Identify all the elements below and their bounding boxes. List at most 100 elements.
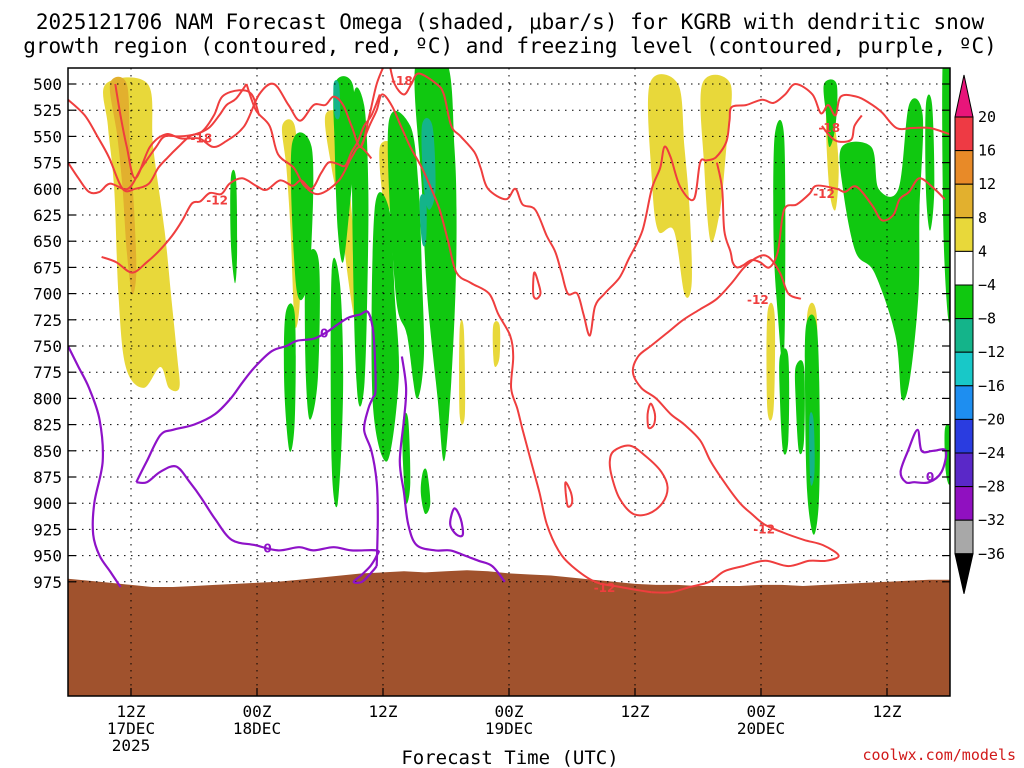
colorbar-bin: [954, 351, 974, 387]
y-tick-label-750: 750: [33, 337, 62, 356]
contour-label-4: -18: [818, 121, 840, 135]
colorbar-bin: [954, 150, 974, 185]
omega-region-17: [371, 192, 400, 462]
omega-region-10: [766, 302, 776, 421]
dgz-contour-11: [646, 402, 657, 430]
x-tick-label: 12Z: [621, 702, 650, 721]
omega-region-30: [794, 360, 805, 455]
colorbar-bin: [954, 284, 974, 320]
omega-region-35: [421, 118, 436, 210]
omega-region-25: [839, 98, 924, 401]
omega-region-18: [351, 87, 369, 407]
plot-area: -18 -18 -12 -12 -18 -12 -12 -12 0 0 0: [67, 67, 951, 697]
omega-region-28: [777, 144, 784, 168]
omega-region-36: [419, 194, 427, 247]
colorbar-label: 4: [978, 242, 987, 260]
y-tick-label-525: 525: [33, 101, 62, 120]
contour-label-10: 0: [926, 470, 934, 484]
y-tick-label-650: 650: [33, 232, 62, 251]
x-tick-label: 12Z: [873, 702, 902, 721]
colorbar-label: −4: [978, 276, 996, 294]
grid: [68, 68, 950, 696]
omega-region-26: [823, 79, 838, 148]
colorbar-label: −8: [978, 310, 996, 328]
contour-label-7: -12: [594, 581, 616, 595]
omega-region-31: [779, 348, 790, 455]
y-tick-label-700: 700: [33, 285, 62, 304]
dgz-contour-7: [359, 93, 652, 594]
contour-labels: -18 -18 -12 -12 -18 -12 -12 -12 0 0 0: [191, 74, 935, 595]
chart-title-line1: 2025121706 NAM Forecast Omega (shaded, μ…: [36, 10, 985, 34]
omega-region-14: [283, 303, 296, 452]
x-tick-label: 2025: [112, 736, 151, 755]
colorbar-bin: [954, 452, 974, 488]
dgz-contour-2: [68, 83, 248, 195]
omega-region-7: [647, 74, 692, 298]
colorbar-bin: [954, 217, 974, 252]
x-tick-label: 00Z: [747, 702, 776, 721]
omega-region-1: [109, 76, 137, 295]
dgz-contour-4: [68, 89, 261, 193]
y-tick-label-575: 575: [33, 154, 62, 173]
contour-label-3: -12: [813, 187, 835, 201]
dgz-contour-0: [114, 68, 385, 180]
contour-label-5: -12: [747, 293, 769, 307]
dgz-contour-5: [715, 162, 946, 269]
dgz-contour-6: [101, 94, 381, 274]
y-tick-label-625: 625: [33, 206, 62, 225]
colorbar-bin: [954, 418, 974, 454]
colorbar-label: −16: [978, 377, 1005, 395]
colorbar-bin: [954, 116, 974, 152]
omega-region-23: [420, 468, 431, 515]
y-tick-label-675: 675: [33, 258, 62, 277]
y-tick-label-600: 600: [33, 180, 62, 199]
dgz-contour-9: [821, 114, 863, 143]
colorbar-bin: [954, 385, 974, 420]
y-tick-label-875: 875: [33, 468, 62, 487]
y-axis: 500 525 550 575 600 625 650 675 700 725 750 775 800 8…: [33, 75, 950, 592]
dgz-contours: [68, 68, 950, 594]
dgz-contour-1: [389, 68, 950, 337]
freezing-contour-0: [68, 345, 122, 588]
watermark: coolwx.com/models: [862, 746, 1016, 764]
dgz-contour-8: [631, 254, 840, 594]
x-tick-label: 20DEC: [737, 719, 785, 738]
omega-shading: [103, 68, 950, 535]
freezing-contour-3: [398, 356, 506, 583]
contour-label-0: -18: [391, 74, 413, 88]
freezing-contour-1: [135, 310, 379, 567]
x-tick-label: 19DEC: [485, 719, 533, 738]
contour-label-2: -12: [206, 193, 228, 207]
y-tick-label-950: 950: [33, 547, 62, 566]
colorbar-label: −36: [978, 545, 1005, 563]
freezing-contour-4: [449, 507, 465, 538]
colorbar-label: −28: [978, 478, 1005, 496]
colorbar: 20 16 12 8 4 −4 −8 −12 −16 −20 −24 −28 −32 −36: [954, 74, 1005, 594]
omega-region-24: [402, 412, 411, 504]
contour-label-6: -12: [753, 522, 775, 536]
colorbar-bin: [954, 250, 974, 286]
omega-region-22: [387, 110, 425, 399]
omega-region-19: [290, 132, 314, 301]
omega-region-38: [333, 80, 341, 120]
omega-region-5: [492, 321, 501, 367]
x-tick-label: 18DEC: [233, 719, 281, 738]
colorbar-label: −24: [978, 444, 1005, 462]
y-tick-label-850: 850: [33, 442, 62, 461]
colorbar-label: 8: [978, 209, 987, 227]
colorbar-label: −20: [978, 410, 1005, 428]
contour-label-9: 0: [263, 541, 271, 555]
terrain: [68, 570, 950, 696]
y-tick-label-925: 925: [33, 520, 62, 539]
colorbar-label: −32: [978, 511, 1005, 529]
terrain-fill: [68, 570, 950, 696]
y-tick-label-975: 975: [33, 573, 62, 592]
colorbar-over-arrow: [954, 74, 974, 118]
omega-region-8: [700, 74, 732, 243]
omega-region-16: [330, 257, 344, 508]
colorbar-bin: [954, 318, 974, 353]
dgz-contour-13: [608, 444, 669, 517]
contour-label-1: -18: [191, 131, 213, 145]
